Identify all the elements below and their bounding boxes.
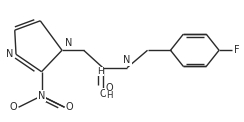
Text: N: N: [65, 38, 72, 48]
Text: N: N: [6, 49, 13, 59]
Text: O: O: [10, 102, 17, 112]
Text: N: N: [38, 91, 45, 101]
Text: O: O: [66, 102, 73, 112]
Text: H: H: [106, 91, 112, 100]
Text: N: N: [123, 55, 131, 65]
Text: H: H: [97, 67, 104, 76]
Text: O: O: [106, 83, 113, 93]
Text: O: O: [99, 89, 107, 99]
Text: F: F: [234, 45, 239, 55]
